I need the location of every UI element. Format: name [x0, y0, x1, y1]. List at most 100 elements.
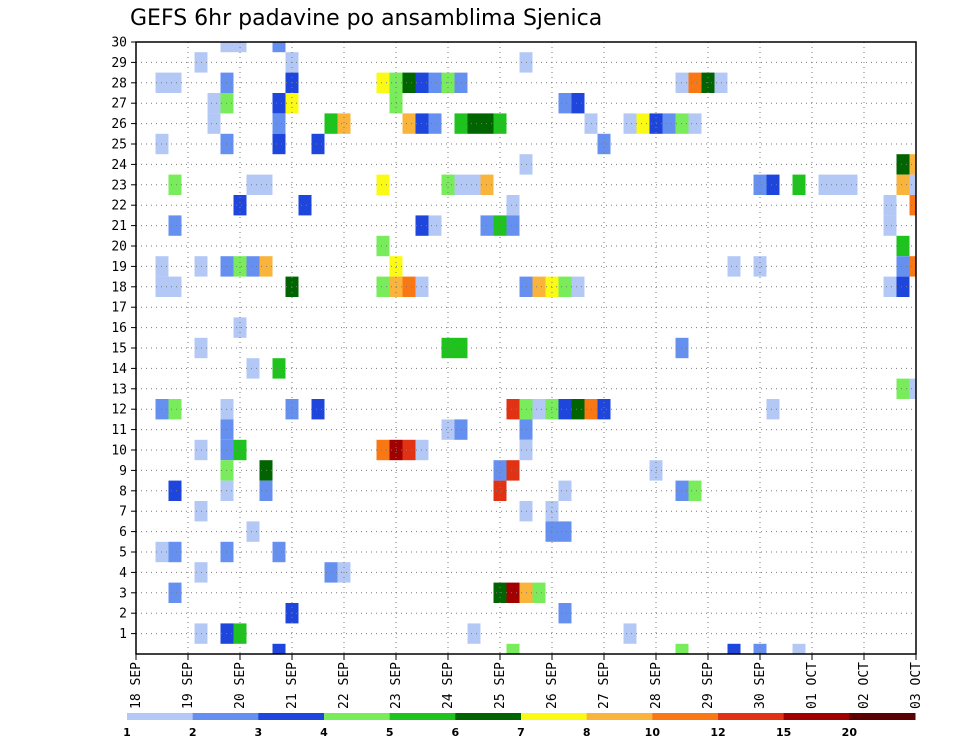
heat-cell [506, 215, 520, 236]
heat-cell [727, 256, 741, 277]
y-tick-label: 27 [111, 97, 127, 112]
y-tick-label: 29 [111, 56, 127, 71]
heat-cell [467, 174, 481, 195]
heat-cell [792, 643, 806, 654]
heat-cell [168, 541, 182, 563]
heat-cell [532, 582, 546, 603]
heat-cell [909, 256, 916, 277]
heat-cell [558, 521, 572, 542]
heat-cell [675, 643, 689, 654]
y-tick-label: 13 [111, 382, 127, 397]
heat-cell [233, 623, 247, 644]
heat-cell [402, 113, 416, 134]
heat-cell [753, 256, 767, 277]
y-tick-label: 1 [119, 627, 127, 642]
plot-area [135, 41, 917, 655]
y-tick-label: 25 [111, 138, 127, 153]
x-tick-label: 21 SEP [285, 662, 300, 709]
y-tick-label: 19 [111, 260, 127, 275]
heat-cell [506, 643, 520, 654]
heat-cell [571, 93, 585, 114]
heat-cell [896, 174, 910, 195]
x-tick-label: 24 SEP [441, 662, 456, 709]
x-tick-label: 28 SEP [649, 662, 664, 709]
legend-swatch [521, 713, 588, 720]
heat-cell [688, 72, 702, 93]
heat-cell [168, 215, 182, 236]
legend-swatch [783, 713, 850, 720]
x-axis: 18 SEP 19 SEP 20 SEP 21 SEP 22 SEP 23 SEP 24 S… [129, 654, 924, 709]
y-tick-label: 21 [111, 219, 127, 234]
x-tick-label: 03 OCT [909, 662, 924, 709]
heat-cell [506, 460, 520, 481]
legend-label: 10 [645, 726, 661, 739]
heat-cell [766, 174, 780, 195]
x-tick-label: 18 SEP [129, 662, 144, 709]
heat-cell [246, 358, 260, 379]
heat-cell [441, 419, 455, 440]
heat-cell [298, 195, 312, 216]
y-tick-label: 23 [111, 178, 127, 193]
x-tick-label: 30 SEP [753, 662, 768, 709]
legend-swatch [258, 713, 325, 720]
legend-swatch [849, 713, 916, 720]
x-tick-label: 26 SEP [545, 662, 560, 709]
heat-cell [467, 113, 481, 134]
heat-cell [168, 174, 182, 195]
heat-cell [753, 643, 767, 654]
heat-cell [168, 72, 182, 93]
heat-cell [272, 93, 286, 114]
heat-cell [883, 276, 897, 297]
heat-cell [662, 113, 676, 134]
heat-cell [506, 582, 520, 603]
heat-cell [376, 439, 390, 461]
heat-cell [272, 133, 286, 155]
heat-cell [168, 582, 182, 603]
heat-cell [558, 399, 572, 420]
x-tick-label: 20 SEP [233, 662, 248, 709]
heat-cell [467, 623, 481, 644]
legend-label: 12 [710, 726, 725, 739]
heat-cell [168, 480, 182, 501]
y-axis: 1234567891011121314151617181920212223242… [111, 36, 136, 642]
legend-label: 7 [517, 726, 525, 739]
heat-cell [272, 358, 286, 379]
legend-swatch [718, 713, 785, 720]
y-tick-label: 2 [119, 607, 127, 622]
heat-cell [571, 276, 585, 297]
heat-cell [272, 541, 286, 563]
heat-cell [896, 378, 910, 399]
y-tick-label: 22 [111, 199, 127, 214]
legend-swatch [586, 713, 653, 720]
heat-cell [246, 256, 260, 277]
y-tick-label: 4 [119, 566, 127, 581]
legend-swatch [652, 713, 719, 720]
legend-label: 4 [320, 726, 328, 739]
heat-cell [311, 133, 325, 155]
y-tick-label: 30 [111, 36, 127, 51]
y-tick-label: 20 [111, 240, 127, 255]
heat-cell [909, 195, 916, 216]
heat-cell [402, 72, 416, 93]
heat-cell [883, 195, 897, 216]
heat-cell [493, 215, 507, 236]
y-tick-label: 14 [111, 362, 127, 377]
heat-cell [506, 195, 520, 216]
y-tick-label: 28 [111, 76, 127, 91]
heat-cell [233, 195, 247, 216]
y-tick-label: 6 [119, 525, 127, 540]
heat-cell [532, 276, 546, 297]
y-tick-label: 16 [111, 321, 127, 336]
x-tick-label: 22 SEP [337, 662, 352, 709]
legend: 1 2 3 4 5 6 7 8 10 12 15 20 [123, 713, 916, 739]
legend-swatch [192, 713, 259, 720]
heat-cell [246, 521, 260, 542]
chart-title: GEFS 6hr padavine po ansamblima Sjenica [130, 6, 602, 31]
heat-cell [623, 623, 637, 644]
heat-cell [753, 174, 767, 195]
heat-cell [688, 480, 702, 501]
legend-swatch [127, 713, 194, 720]
y-tick-label: 18 [111, 280, 127, 295]
y-tick-label: 12 [111, 403, 127, 418]
